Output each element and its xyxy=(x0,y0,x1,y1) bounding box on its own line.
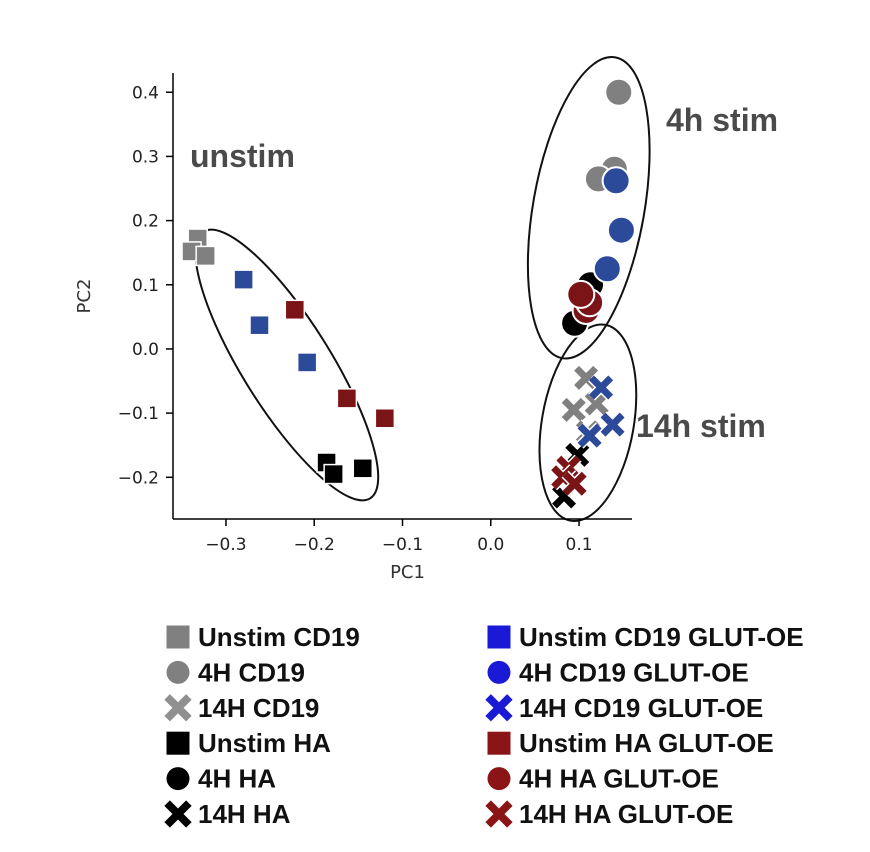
x-tick-label: −0.3 xyxy=(205,535,246,555)
y-ticks: −0.2 −0.1 0.0 0.1 0.2 0.3 0.4 xyxy=(118,83,173,488)
legend-entry: Unstim CD19 xyxy=(166,622,360,652)
point-4h-ha-glut-oe xyxy=(566,279,596,309)
point-4h-cd19-glut-oe xyxy=(606,215,636,245)
annotation-14h-stim: 14h stim xyxy=(636,408,766,444)
point-14h-cd19-glut-oe xyxy=(576,422,603,449)
legend-label: Unstim CD19 xyxy=(198,622,360,652)
legend-marker xyxy=(166,625,190,649)
annotation-4h-stim: 4h stim xyxy=(666,102,778,138)
y-tick-label: −0.1 xyxy=(118,404,159,424)
point-14h-cd19 xyxy=(560,396,587,423)
legend-entry: Unstim HA GLUT-OE xyxy=(487,728,774,758)
x-tick-label: −0.1 xyxy=(382,535,423,555)
point-4h-cd19 xyxy=(604,77,634,107)
x-ticks: −0.3 −0.2 −0.1 0.0 0.1 xyxy=(205,519,593,555)
point-unstim-cd19-glut-oe xyxy=(233,269,254,290)
y-tick-label: 0.0 xyxy=(132,340,159,360)
point-14h-cd19-glut-oe xyxy=(599,411,626,438)
legend-label: 14H CD19 xyxy=(198,693,319,723)
x-tick-label: 0.1 xyxy=(566,535,593,555)
legend-label: Unstim CD19 GLUT-OE xyxy=(519,622,804,652)
legend-entry: 14H HA xyxy=(164,799,291,829)
legend-marker xyxy=(487,731,511,755)
legend-marker xyxy=(485,800,513,828)
point-14h-cd19-glut-oe xyxy=(588,374,615,401)
legend-entry: Unstim CD19 GLUT-OE xyxy=(487,622,804,652)
data-points xyxy=(181,77,636,510)
legend-marker xyxy=(164,800,192,828)
annotation-unstim: unstim xyxy=(190,138,295,174)
point-unstim-ha-glut-oe xyxy=(374,407,396,429)
legend-entry: 4H CD19 xyxy=(166,657,305,687)
y-axis-label: PC2 xyxy=(74,279,95,314)
legend-marker xyxy=(164,694,192,722)
legend-entry: 14H CD19 xyxy=(164,693,319,723)
legend-entry: Unstim HA xyxy=(166,728,331,758)
legend-label: 14H HA xyxy=(198,799,291,829)
y-tick-label: 0.2 xyxy=(132,212,159,232)
point-unstim-ha xyxy=(323,463,344,485)
point-14h-cd19 xyxy=(583,390,610,417)
y-tick-label: 0.3 xyxy=(132,147,159,167)
legend-entry: 14H HA GLUT-OE xyxy=(485,799,733,829)
legend-marker xyxy=(166,767,190,791)
point-4h-cd19-glut-oe xyxy=(592,254,622,284)
legend-label: 4H CD19 xyxy=(198,657,305,687)
point-unstim-ha-glut-oe xyxy=(336,388,358,409)
legend-label: Unstim HA xyxy=(198,728,331,758)
legend-label: 4H CD19 GLUT-OE xyxy=(519,657,749,687)
point-14h-ha-glut-oe xyxy=(561,470,588,497)
legend-marker xyxy=(166,660,190,684)
x-tick-label: 0.0 xyxy=(477,535,504,555)
legend-label: Unstim HA GLUT-OE xyxy=(519,728,774,758)
legend-label: 14H CD19 GLUT-OE xyxy=(519,693,763,723)
legend-marker xyxy=(487,767,511,791)
legend-label: 4H HA xyxy=(198,764,276,794)
point-unstim-cd19-glut-oe xyxy=(296,352,318,373)
point-4h-cd19-glut-oe xyxy=(601,166,631,196)
legend-entry: 4H HA xyxy=(166,764,276,794)
x-tick-label: −0.2 xyxy=(294,535,335,555)
x-axis-label: PC1 xyxy=(390,562,425,583)
y-tick-label: 0.1 xyxy=(132,276,159,296)
point-unstim-ha-glut-oe xyxy=(284,299,306,321)
legend-entry: 4H CD19 GLUT-OE xyxy=(487,657,749,687)
point-unstim-ha xyxy=(352,458,374,479)
legend-entry: 14H CD19 GLUT-OE xyxy=(485,693,763,723)
legend-marker xyxy=(487,625,511,649)
legend-label: 4H HA GLUT-OE xyxy=(519,764,719,794)
legend-label: 14H HA GLUT-OE xyxy=(519,799,733,829)
legend-marker xyxy=(485,694,513,722)
legend-marker xyxy=(487,660,511,684)
cluster-ellipse-14h-stim xyxy=(538,323,638,523)
legend-entry: 4H HA GLUT-OE xyxy=(487,764,719,794)
legend-marker xyxy=(166,731,190,755)
legend: Unstim CD19 4H CD19 14H CD19 Unstim HA 4H HA… xyxy=(164,622,804,829)
point-unstim-cd19 xyxy=(195,245,216,267)
point-unstim-cd19-glut-oe xyxy=(249,314,270,336)
y-tick-label: 0.4 xyxy=(132,83,159,103)
y-tick-label: −0.2 xyxy=(118,468,159,488)
